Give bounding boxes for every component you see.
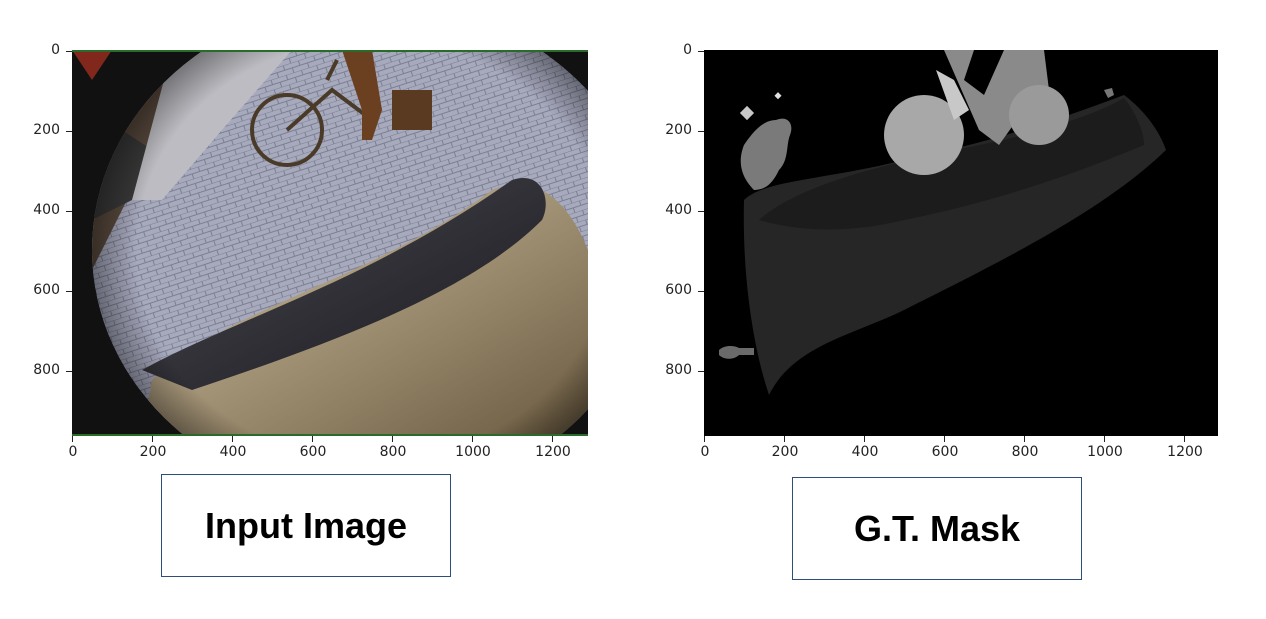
x-tick (72, 436, 73, 442)
gt-mask-image (704, 50, 1218, 436)
x-tick-label: 1200 (535, 444, 571, 460)
x-tick-label: 800 (379, 444, 407, 460)
y-tick-label: 600 (665, 282, 692, 298)
y-tick (66, 211, 72, 212)
y-tick-label: 200 (33, 122, 60, 138)
x-tick (944, 436, 945, 442)
input-image-caption: Input Image (161, 474, 451, 577)
x-tick (784, 436, 785, 442)
y-tick (66, 371, 72, 372)
x-tick-label: 1000 (1087, 444, 1123, 460)
x-tick-label: 1000 (455, 444, 491, 460)
y-tick (698, 291, 704, 292)
x-tick-label: 400 (851, 444, 879, 460)
x-tick-label: 0 (700, 444, 710, 460)
x-tick (1184, 436, 1185, 442)
x-tick (232, 436, 233, 442)
y-tick-label: 800 (33, 362, 60, 378)
y-tick-label: 800 (665, 362, 692, 378)
y-tick (66, 291, 72, 292)
x-tick (472, 436, 473, 442)
y-tick (698, 131, 704, 132)
x-tick-label: 200 (139, 444, 167, 460)
x-tick (152, 436, 153, 442)
x-tick (1024, 436, 1025, 442)
gt-mask-panel: 0 200 400 600 800 0 200 400 600 800 1000… (630, 0, 1266, 619)
y-tick-label: 600 (33, 282, 60, 298)
x-tick-label: 400 (219, 444, 247, 460)
x-tick (312, 436, 313, 442)
x-tick-label: 1200 (1167, 444, 1203, 460)
y-tick-label: 0 (51, 42, 60, 58)
y-tick-label: 400 (33, 202, 60, 218)
y-tick (698, 371, 704, 372)
x-tick-label: 600 (931, 444, 959, 460)
x-tick-label: 600 (299, 444, 327, 460)
x-tick-label: 0 (68, 444, 78, 460)
y-tick (66, 131, 72, 132)
gt-mask-caption: G.T. Mask (792, 477, 1082, 580)
x-tick-label: 800 (1011, 444, 1039, 460)
y-tick (66, 51, 72, 52)
x-tick-label: 200 (771, 444, 799, 460)
x-tick (704, 436, 705, 442)
x-tick (864, 436, 865, 442)
x-tick (392, 436, 393, 442)
y-tick-label: 200 (665, 122, 692, 138)
x-tick (1104, 436, 1105, 442)
y-tick (698, 211, 704, 212)
y-tick-label: 0 (683, 42, 692, 58)
x-tick (552, 436, 553, 442)
y-tick (698, 51, 704, 52)
y-tick-label: 400 (665, 202, 692, 218)
input-image (72, 50, 588, 436)
input-image-panel: 0 200 400 600 800 0 200 400 600 800 1000… (0, 0, 620, 619)
